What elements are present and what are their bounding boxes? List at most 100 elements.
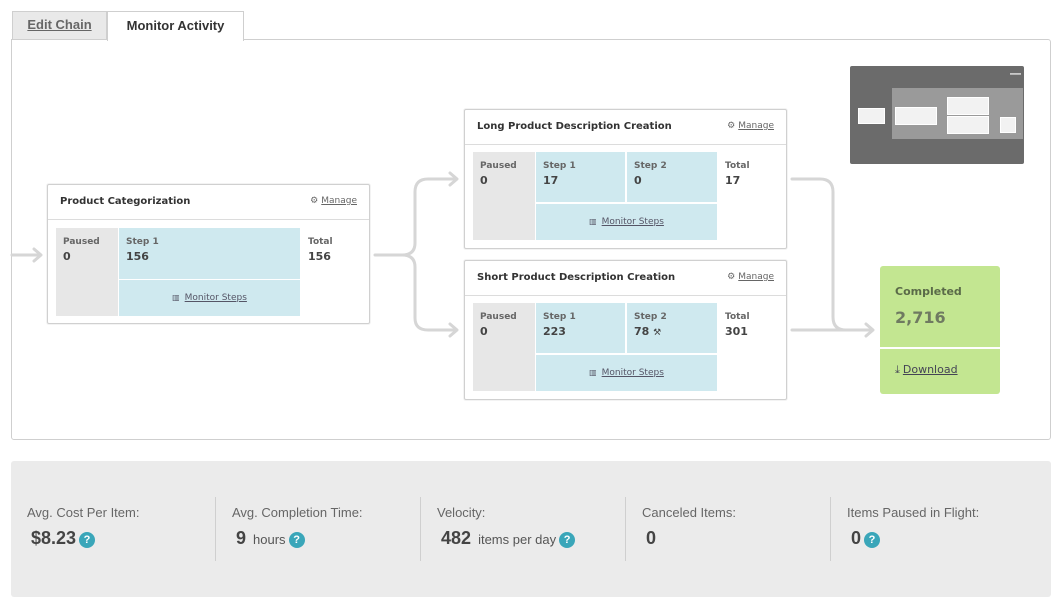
minimap-node — [1000, 117, 1016, 133]
monitor-steps-label: Monitor Steps — [184, 293, 247, 303]
paused-value: 0 — [480, 325, 488, 338]
question-icon[interactable]: ? — [79, 532, 96, 548]
step-label: Step 2 — [634, 312, 667, 322]
minimap-node — [895, 107, 937, 125]
stage-short-description: Short Product Description Creation ⚙ Mana… — [464, 260, 787, 400]
download-link[interactable]: ⤓ Download — [895, 363, 958, 377]
stat-velocity: Velocity: 482 items per day? — [420, 497, 625, 561]
stat-avg-completion: Avg. Completion Time: 9 hours? — [215, 497, 420, 561]
monitor-steps-link[interactable]: ▥ Monitor Steps — [536, 355, 717, 391]
manage-link[interactable]: ⚙ Manage — [727, 272, 774, 282]
stat-value-row: 0? — [851, 528, 881, 549]
paused-label: Paused — [63, 237, 100, 247]
download-label: Download — [902, 363, 958, 376]
manage-link[interactable]: ⚙ Manage — [727, 121, 774, 131]
stage-header: Long Product Description Creation ⚙ Manag… — [465, 110, 786, 145]
manage-label: Manage — [738, 121, 774, 131]
stat-label: Canceled Items: — [642, 505, 736, 520]
stage-title: Short Product Description Creation — [477, 272, 676, 283]
step-value-with-icon: 78 ⚒ — [634, 325, 717, 338]
stage-long-description: Long Product Description Creation ⚙ Manag… — [464, 109, 787, 249]
step-value: 0 — [634, 174, 642, 187]
monitor-steps-link[interactable]: ▥ Monitor Steps — [119, 280, 300, 316]
stat-paused-in-flight: Items Paused in Flight: 0? — [830, 497, 1035, 561]
stat-label: Velocity: — [437, 505, 486, 520]
manage-label: Manage — [321, 196, 357, 206]
stat-value: 9 — [236, 528, 247, 548]
stat-avg-cost: Avg. Cost Per Item: $8.23? — [11, 497, 215, 561]
total-value: 301 — [725, 325, 748, 338]
total-label: Total — [725, 161, 750, 171]
bar-chart-icon: ▥ — [589, 217, 597, 226]
paused-cell: Paused 0 — [473, 152, 535, 240]
paused-value: 0 — [480, 174, 488, 187]
step-2-cell[interactable]: Step 2 0 — [627, 152, 717, 202]
stat-label: Avg. Completion Time: — [232, 505, 363, 520]
tab-monitor-activity[interactable]: Monitor Activity — [107, 11, 244, 41]
stat-value-row: 482 items per day? — [441, 528, 576, 549]
step-label: Step 1 — [543, 161, 576, 171]
step-1-cell[interactable]: Step 1 223 — [536, 303, 625, 353]
completed-label: Completed — [895, 285, 962, 298]
step-value: 223 — [543, 325, 566, 338]
monitor-steps-label: Monitor Steps — [601, 368, 664, 378]
stat-label: Items Paused in Flight: — [847, 505, 980, 520]
stat-value: 0 — [646, 528, 657, 548]
question-icon[interactable]: ? — [864, 532, 881, 548]
total-cell: Total 156 — [301, 228, 361, 279]
download-icon: ⤓ — [895, 363, 900, 376]
total-label: Total — [308, 237, 333, 247]
stage-header: Product Categorization ⚙ Manage — [48, 185, 369, 220]
stat-unit: items per day — [478, 532, 557, 547]
bar-chart-icon: ▥ — [172, 293, 180, 302]
minimap-collapse-button[interactable]: — — [1010, 68, 1021, 80]
question-icon[interactable]: ? — [288, 532, 305, 548]
step-1-cell[interactable]: Step 1 17 — [536, 152, 625, 202]
step-label: Step 1 — [126, 237, 159, 247]
total-label: Total — [725, 312, 750, 322]
stat-value-row: 0 — [646, 528, 656, 549]
minimap-node — [947, 116, 989, 134]
completed-box: Completed 2,716 ⤓ Download — [880, 266, 1000, 394]
stat-value-row: 9 hours? — [236, 528, 305, 549]
step-value: 78 — [634, 325, 650, 338]
total-cell: Total 17 — [718, 152, 778, 202]
stat-value: $8.23 — [31, 528, 77, 548]
paused-cell: Paused 0 — [56, 228, 118, 316]
stat-value: 482 — [441, 528, 472, 548]
step-label: Step 2 — [634, 161, 667, 171]
step-value: 156 — [126, 250, 149, 263]
paused-label: Paused — [480, 312, 517, 322]
monitor-steps-label: Monitor Steps — [601, 217, 664, 227]
step-1-cell[interactable]: Step 1 156 — [119, 228, 300, 279]
completed-divider — [880, 347, 1000, 349]
total-value: 156 — [308, 250, 331, 263]
paused-label: Paused — [480, 161, 517, 171]
stats-panel: Avg. Cost Per Item: $8.23? Avg. Completi… — [11, 461, 1051, 597]
stage-header: Short Product Description Creation ⚙ Mana… — [465, 261, 786, 296]
stat-value-row: $8.23? — [31, 528, 96, 549]
question-icon[interactable]: ? — [559, 532, 576, 548]
step-value: 17 — [543, 174, 559, 187]
step-label: Step 1 — [543, 312, 576, 322]
minimap[interactable]: — — [850, 66, 1024, 164]
gavel-icon[interactable]: ⚒ — [653, 328, 662, 338]
minimap-node — [947, 97, 989, 115]
total-cell: Total 301 — [718, 303, 778, 353]
manage-link[interactable]: ⚙ Manage — [310, 196, 357, 206]
manage-label: Manage — [738, 272, 774, 282]
stat-canceled: Canceled Items: 0 — [625, 497, 830, 561]
gears-icon: ⚙ — [310, 196, 319, 206]
stage-title: Product Categorization — [60, 196, 191, 207]
paused-cell: Paused 0 — [473, 303, 535, 391]
stat-value: 0 — [851, 528, 862, 548]
total-value: 17 — [725, 174, 741, 187]
paused-value: 0 — [63, 250, 71, 263]
bar-chart-icon: ▥ — [589, 368, 597, 377]
monitor-steps-link[interactable]: ▥ Monitor Steps — [536, 204, 717, 240]
step-2-cell[interactable]: Step 2 78 ⚒ — [627, 303, 717, 353]
stat-unit: hours — [253, 532, 286, 547]
gears-icon: ⚙ — [727, 272, 736, 282]
tab-edit-chain[interactable]: Edit Chain — [12, 11, 107, 40]
gears-icon: ⚙ — [727, 121, 736, 131]
